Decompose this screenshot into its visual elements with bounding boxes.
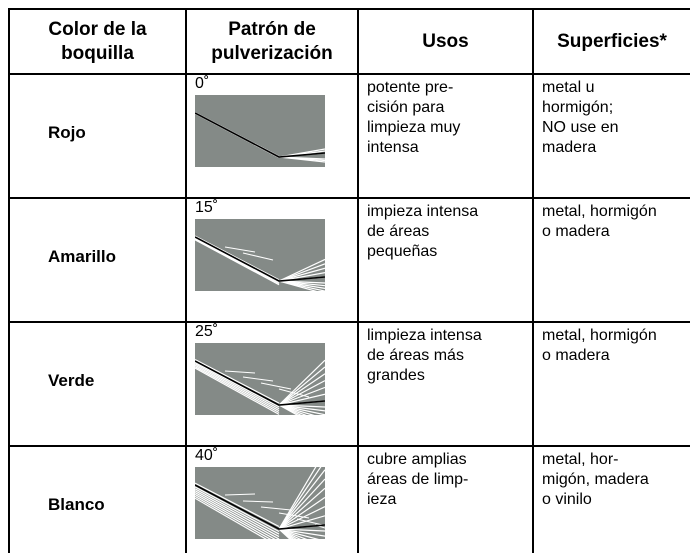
- text-line: de áreas más: [367, 347, 464, 364]
- table-row: Verde 25˚ limpieza intensa de áreas más gran…: [8, 321, 690, 447]
- spray-pattern-image: [195, 219, 325, 291]
- text-line: madera: [542, 139, 597, 156]
- pattern-cell: 25˚: [185, 321, 359, 447]
- text-line: áreas de limp-: [367, 471, 469, 488]
- table-row: Blanco 40˚ cubre amplias áreas de limp-ieza…: [8, 445, 690, 553]
- text-line: cubre amplias: [367, 451, 467, 468]
- surfaces-cell: metal, hormigón o madera: [532, 197, 690, 323]
- uses-cell: limpieza intensa de áreas más grandes: [357, 321, 534, 447]
- spray-pattern-image: [195, 467, 325, 539]
- surfaces-cell: metal u hormigón; NO use en madera: [532, 73, 690, 199]
- text-line: pequeñas: [367, 243, 438, 260]
- header-cell: Superficies*: [532, 8, 690, 75]
- angle-label: 40˚: [195, 447, 219, 464]
- header-row: Color de la boquilla Patrón de pulverizació…: [8, 8, 690, 75]
- color-cell: Rojo: [8, 73, 187, 199]
- nozzle-table: Color de la boquilla Patrón de pulverizació…: [8, 8, 690, 553]
- text-line: de áreas: [367, 223, 430, 240]
- text-line: pulverización: [211, 42, 333, 64]
- surfaces-cell: metal, hormigón o madera: [532, 321, 690, 447]
- text-line: Patrón de: [228, 18, 316, 40]
- text-line: o vinilo: [542, 491, 592, 508]
- text-line: metal, hormigón: [542, 203, 657, 220]
- spray-pattern-image: [195, 343, 325, 415]
- surfaces-cell: metal, hor-migón, madera o vinilo: [532, 445, 690, 553]
- header-cell: Color de la boquilla: [8, 8, 187, 75]
- angle-label: 25˚: [195, 323, 219, 340]
- text-line: grandes: [367, 367, 425, 384]
- color-cell: Blanco: [8, 445, 187, 553]
- text-line: Color de la: [48, 18, 147, 40]
- text-line: metal, hormigón: [542, 327, 657, 344]
- text-line: NO use en: [542, 119, 619, 136]
- uses-cell: impieza intensa de áreas pequeñas: [357, 197, 534, 323]
- text-line: impieza intensa: [367, 203, 479, 220]
- text-line: boquilla: [61, 42, 134, 64]
- text-line: potente pre-: [367, 79, 454, 96]
- angle-label: 0˚: [195, 75, 210, 92]
- table-row: Amarillo 15˚ impieza intensa de áreas pequeñ…: [8, 197, 690, 323]
- table-row: Rojo 0˚ potente pre-cisión para limpieza mu…: [8, 73, 690, 199]
- text-line: limpieza intensa: [367, 327, 482, 344]
- text-line: limpieza muy: [367, 119, 461, 136]
- text-line: Superficies*: [557, 30, 667, 52]
- uses-cell: cubre amplias áreas de limp-ieza: [357, 445, 534, 553]
- table-body: Rojo 0˚ potente pre-cisión para limpieza mu…: [8, 73, 690, 553]
- pattern-cell: 40˚: [185, 445, 359, 553]
- pattern-cell: 15˚: [185, 197, 359, 323]
- spray-pattern-image: [195, 95, 325, 167]
- text-line: hormigón;: [542, 99, 614, 116]
- pattern-cell: 0˚: [185, 73, 359, 199]
- color-cell: Amarillo: [8, 197, 187, 323]
- text-line: metal, hor-: [542, 451, 619, 468]
- angle-label: 15˚: [195, 199, 219, 216]
- header-cell: Patrón de pulverización: [185, 8, 359, 75]
- text-line: Usos: [422, 30, 469, 52]
- text-line: migón, madera: [542, 471, 649, 488]
- header-cell: Usos: [357, 8, 534, 75]
- uses-cell: potente pre-cisión para limpieza muy inten…: [357, 73, 534, 199]
- text-line: ieza: [367, 491, 397, 508]
- text-line: intensa: [367, 139, 419, 156]
- text-line: o madera: [542, 347, 610, 364]
- text-line: metal u: [542, 79, 595, 96]
- text-line: o madera: [542, 223, 610, 240]
- color-cell: Verde: [8, 321, 187, 447]
- text-line: cisión para: [367, 99, 445, 116]
- table-frame: Color de la boquilla Patrón de pulverizació…: [8, 8, 690, 553]
